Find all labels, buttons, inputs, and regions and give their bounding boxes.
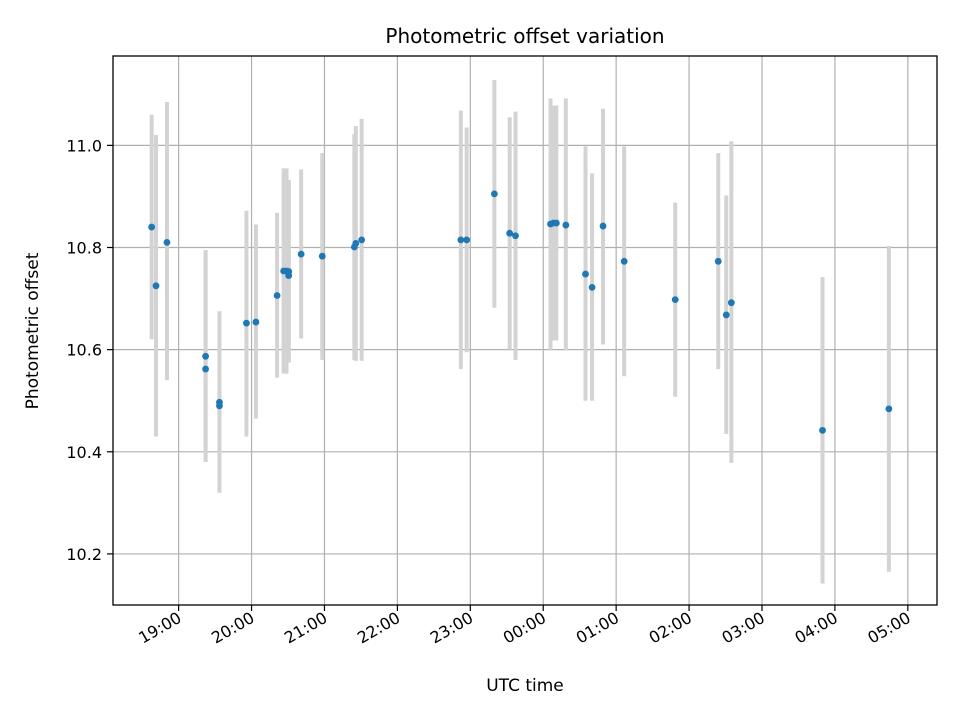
data-point [506, 229, 514, 237]
y-tick-label: 11.0 [66, 136, 102, 155]
data-point [148, 223, 156, 231]
data-point [252, 318, 260, 326]
data-point [152, 282, 160, 290]
y-tick-label: 10.8 [66, 239, 102, 258]
plot-frame [112, 55, 938, 606]
data-point [202, 352, 210, 360]
y-tick-label: 10.4 [66, 443, 102, 462]
data-point [216, 402, 223, 410]
data-point [512, 232, 519, 240]
data-point [819, 426, 826, 434]
data-point [273, 292, 281, 299]
y-tick-label: 10.2 [66, 545, 102, 564]
data-point [490, 190, 498, 198]
data-point [671, 296, 679, 304]
y-axis: 10.2 10.4 10.6 10.8 11.0 [66, 136, 113, 564]
data-point [297, 250, 305, 258]
grid-lines [113, 56, 937, 605]
data-point [722, 311, 730, 319]
data-point [358, 236, 366, 244]
data-point [714, 257, 722, 265]
data-point [163, 239, 171, 246]
data-point [562, 221, 570, 229]
data-point [243, 319, 250, 327]
y-axis-label: Photometric offset [23, 252, 43, 409]
data-point [202, 365, 210, 373]
y-tick-label: 10.6 [66, 341, 102, 360]
data-points [148, 190, 893, 434]
data-point [552, 219, 560, 227]
data-point [463, 236, 471, 244]
data-point [620, 257, 628, 265]
data-point [727, 299, 735, 307]
data-point [885, 405, 893, 413]
x-axis-label: UTC time [486, 676, 564, 696]
data-point [582, 270, 589, 278]
data-point [285, 268, 293, 275]
data-point [588, 283, 596, 291]
data-point [599, 222, 607, 230]
data-point [318, 252, 326, 260]
data-point [352, 240, 360, 247]
chart-title: Photometric offset variation [385, 24, 664, 48]
data-point [457, 236, 465, 244]
